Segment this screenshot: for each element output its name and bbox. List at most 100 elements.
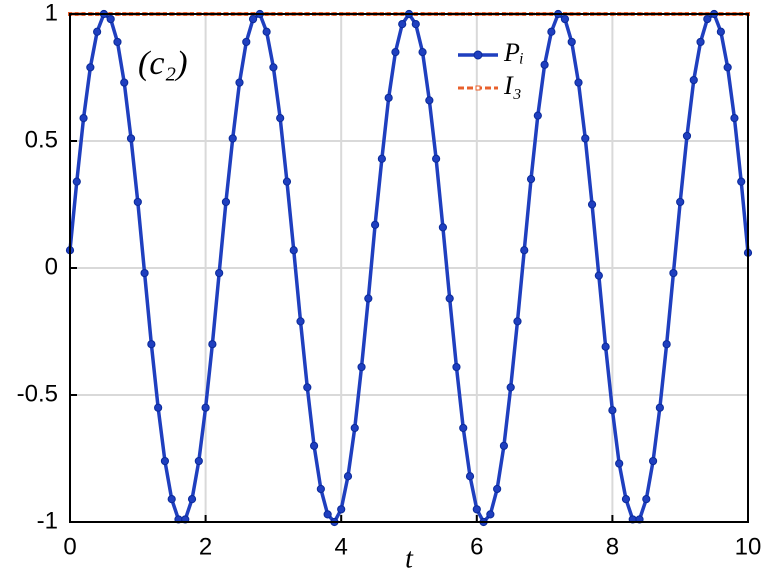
- marker: [106, 14, 115, 24]
- marker: [520, 246, 529, 255]
- marker: [594, 271, 603, 280]
- panel-label: (c₂): [138, 45, 188, 82]
- marker: [228, 134, 237, 143]
- y-tick-label: 1: [45, 0, 58, 26]
- legend-label: Pᵢ: [503, 38, 524, 67]
- marker: [93, 27, 102, 36]
- legend-marker: [473, 50, 483, 60]
- marker: [147, 340, 156, 349]
- marker: [371, 220, 380, 229]
- marker: [398, 20, 407, 29]
- marker: [242, 37, 251, 47]
- marker: [167, 495, 176, 504]
- marker: [201, 403, 210, 412]
- marker: [493, 484, 502, 494]
- marker: [459, 423, 468, 433]
- axes: 0 2 4 6 8 10 -1 -0.5 0 0.5 1: [17, 0, 762, 560]
- marker: [513, 317, 522, 326]
- marker: [126, 134, 136, 143]
- marker: [276, 114, 285, 123]
- marker: [262, 27, 271, 36]
- marker: [567, 37, 576, 47]
- marker: [79, 114, 88, 123]
- marker: [703, 14, 712, 24]
- marker: [323, 510, 332, 519]
- marker: [737, 177, 746, 186]
- marker: [445, 294, 454, 303]
- marker: [140, 268, 149, 278]
- marker: [669, 268, 678, 278]
- marker: [587, 200, 597, 209]
- marker: [160, 456, 170, 466]
- x-tick-label: 4: [335, 533, 348, 560]
- x-tick-label: 10: [735, 533, 762, 560]
- marker: [208, 340, 217, 349]
- marker: [269, 63, 278, 72]
- marker: [716, 27, 725, 36]
- marker: [235, 78, 244, 87]
- marker: [723, 63, 732, 72]
- marker: [316, 484, 325, 494]
- marker: [648, 456, 658, 466]
- marker: [221, 197, 231, 207]
- y-tick-label: 0: [45, 253, 58, 280]
- marker: [540, 60, 549, 69]
- x-tick-label: 8: [606, 533, 619, 560]
- marker: [113, 37, 122, 47]
- y-tick-label: -1: [37, 507, 58, 534]
- marker: [289, 246, 298, 255]
- marker: [86, 63, 95, 72]
- marker: [574, 78, 583, 87]
- marker: [533, 111, 542, 120]
- marker: [526, 175, 536, 184]
- marker: [730, 114, 739, 123]
- marker: [377, 154, 386, 163]
- marker: [486, 510, 495, 519]
- marker: [309, 441, 319, 450]
- marker: [682, 131, 692, 141]
- marker: [696, 37, 705, 47]
- marker: [615, 459, 624, 468]
- marker: [303, 383, 312, 392]
- marker: [296, 317, 305, 326]
- marker: [364, 294, 373, 303]
- marker: [337, 505, 346, 514]
- marker: [391, 48, 400, 57]
- marker: [689, 75, 698, 85]
- marker: [465, 472, 475, 481]
- y-tick-label: 0.5: [25, 126, 58, 153]
- marker: [581, 134, 590, 143]
- marker: [194, 456, 203, 466]
- marker: [621, 495, 631, 504]
- marker: [452, 362, 461, 372]
- marker: [676, 197, 685, 207]
- legend-label: I₃: [503, 71, 522, 100]
- marker: [411, 20, 420, 29]
- marker: [120, 78, 129, 87]
- marker: [72, 177, 81, 186]
- marker: [418, 48, 427, 57]
- x-axis-label: t: [405, 543, 414, 574]
- x-tick-label: 0: [63, 533, 76, 560]
- marker: [215, 268, 224, 278]
- marker: [499, 441, 509, 450]
- marker: [248, 14, 258, 24]
- y-tick-label: -0.5: [17, 380, 58, 407]
- marker: [432, 154, 441, 163]
- marker: [133, 197, 142, 207]
- legend: Pᵢ I₃: [458, 38, 524, 100]
- marker: [560, 14, 570, 24]
- marker: [642, 495, 651, 504]
- marker: [384, 93, 393, 102]
- x-tick-label: 6: [470, 533, 483, 560]
- marker: [350, 423, 359, 433]
- marker: [425, 96, 434, 105]
- marker: [547, 27, 556, 36]
- marker: [608, 406, 617, 415]
- marker: [662, 340, 671, 349]
- marker: [357, 362, 366, 372]
- marker: [154, 403, 163, 412]
- marker: [438, 223, 447, 232]
